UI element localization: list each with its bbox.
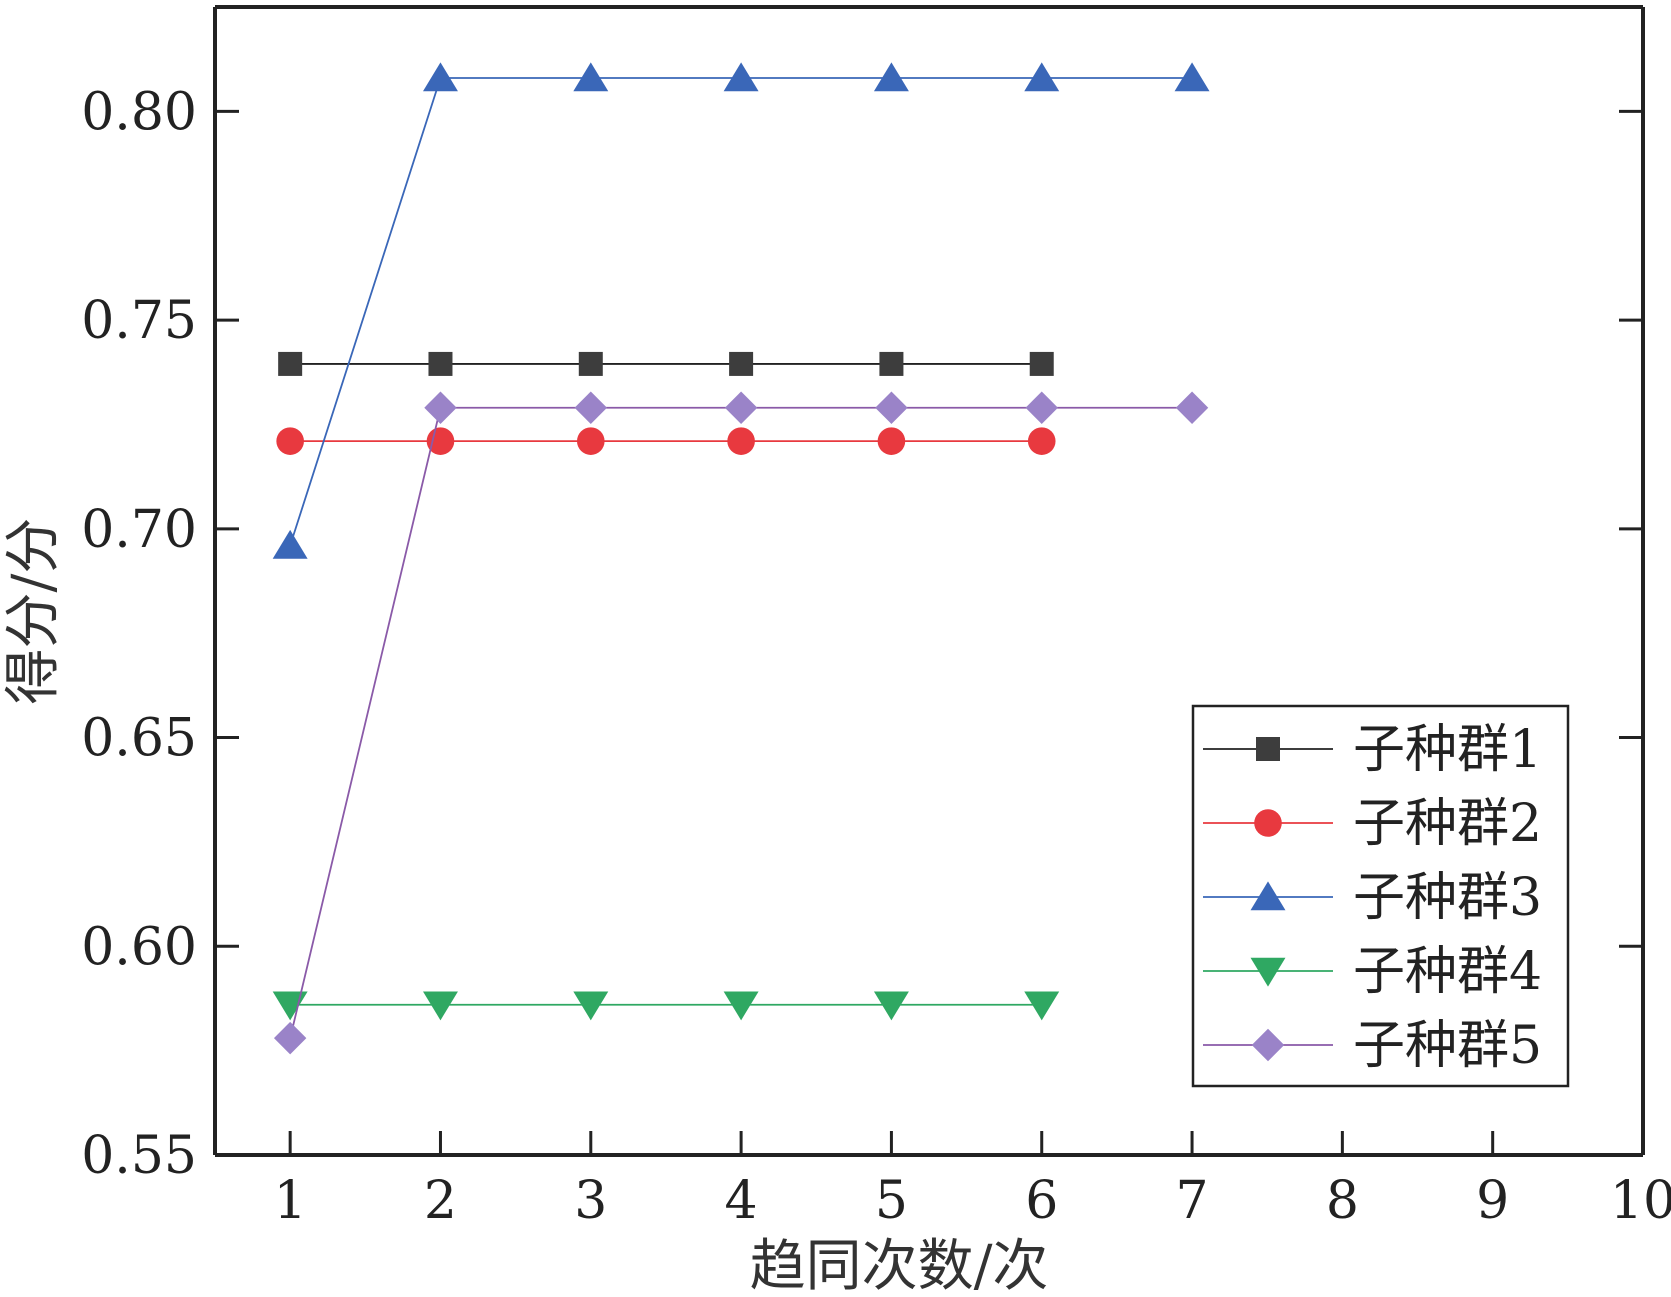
legend-marker-4 [1250, 957, 1286, 987]
series-3-line [289, 77, 1193, 546]
x-tick-label-2: 2 [424, 1171, 457, 1231]
series-2-point-6 [1027, 427, 1056, 455]
legend-item-1: 子种群1 [1203, 720, 1542, 780]
series-2-point-4 [727, 427, 755, 455]
series-1-point-3 [578, 351, 603, 376]
y-axis-title: 得分/分 [1, 518, 66, 705]
series-4-point-2 [423, 991, 458, 1021]
x-axis-title: 趋同次数/次 [750, 1234, 1049, 1297]
series-1-point-5 [879, 351, 904, 376]
series-1-point-4 [729, 351, 754, 376]
legend-label-4: 子种群4 [1353, 942, 1542, 1002]
legend-marker-3 [1250, 881, 1286, 911]
series-4-point-1 [272, 991, 308, 1021]
legend: 子种群1 子种群2 子种群3 子种群4 子种群5 [1191, 704, 1570, 1088]
series-1-point-1 [278, 351, 303, 376]
series-3-point-7 [1174, 62, 1210, 92]
x-tick-label-9: 9 [1476, 1171, 1509, 1231]
legend-label-1: 子种群1 [1353, 720, 1542, 780]
series-3-point-6 [1024, 62, 1060, 92]
series-5-point-2 [424, 391, 457, 424]
x-tick-label-8: 8 [1326, 1171, 1359, 1231]
x-tick-label-1: 1 [274, 1171, 307, 1231]
series-4-point-6 [1024, 991, 1060, 1021]
series-5-point-4 [724, 391, 758, 424]
series-1-point-2 [428, 351, 453, 376]
x-tick-label-3: 3 [574, 1171, 607, 1231]
x-tick-label-5: 5 [875, 1171, 908, 1231]
series-5-point-1 [273, 1021, 307, 1055]
plot-layer [272, 62, 1210, 1055]
series-5-point-7 [1175, 391, 1209, 424]
series-1 [278, 351, 1054, 376]
series-2-point-1 [276, 427, 304, 455]
series-5-point-6 [1025, 391, 1058, 424]
series-4-point-5 [873, 991, 909, 1021]
legend-box [1191, 704, 1570, 1088]
series-2-point-3 [576, 427, 605, 455]
y-tick-label-0.80: 0.80 [81, 82, 197, 142]
series-3-point-2 [423, 62, 458, 92]
legend-marker-1 [1256, 737, 1280, 761]
x-tick-label-6: 6 [1025, 1171, 1058, 1231]
legend-item-4: 子种群4 [1203, 942, 1542, 1002]
series-4 [272, 991, 1060, 1021]
series-2-point-5 [877, 427, 906, 455]
x-tick-label-4: 4 [725, 1171, 758, 1231]
y-tick-label-0.60: 0.60 [81, 917, 197, 977]
legend-marker-2 [1254, 809, 1282, 837]
legend-item-3: 子种群3 [1203, 868, 1542, 928]
y-tick-label-0.75: 0.75 [81, 291, 197, 351]
legend-label-2: 子种群2 [1353, 794, 1542, 854]
y-tick-label-0.70: 0.70 [81, 500, 197, 560]
series-4-point-4 [723, 991, 759, 1021]
legend-label-3: 子种群3 [1353, 868, 1542, 928]
series-3-point-5 [873, 62, 909, 92]
series-2 [276, 427, 1056, 455]
series-5 [273, 391, 1209, 1055]
y-tick-label-0.65: 0.65 [81, 709, 197, 769]
x-tick-label-10: 10 [1610, 1171, 1671, 1231]
legend-label-5: 子种群5 [1353, 1016, 1542, 1076]
series-3 [272, 62, 1210, 559]
series-3-point-1 [272, 529, 308, 559]
series-3-point-4 [723, 62, 759, 92]
series-4-point-3 [573, 991, 609, 1021]
series-5-point-5 [875, 391, 908, 424]
legend-item-5: 子种群5 [1203, 1016, 1542, 1076]
series-5-line [289, 406, 1193, 1039]
series-3-point-3 [573, 62, 609, 92]
x-tick-label-7: 7 [1176, 1171, 1209, 1231]
series-5-point-3 [574, 391, 607, 424]
y-tick-label-0.55: 0.55 [81, 1126, 197, 1186]
legend-item-2: 子种群2 [1203, 794, 1542, 854]
legend-marker-5 [1251, 1028, 1285, 1062]
axes-layer: 1 2 3 4 5 6 7 8 9 10 0.55 0.60 0.65 0.70 0.75 0.80 趋同次数/… [1, 5, 1671, 1297]
series-1-point-6 [1029, 351, 1054, 376]
